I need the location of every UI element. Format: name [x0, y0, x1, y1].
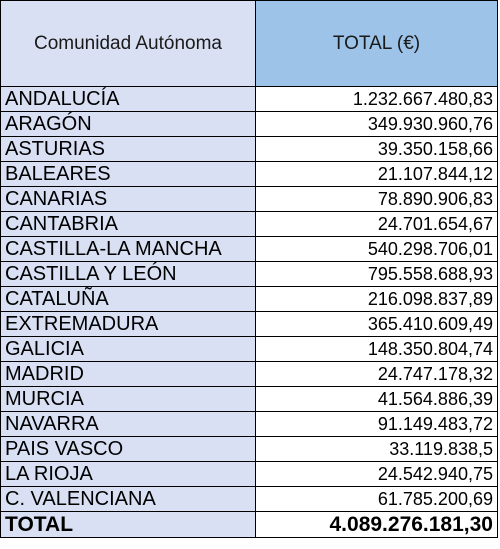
table-row: PAIS VASCO 33.119.838,5	[0, 436, 498, 462]
community-total: 1.232.667.480,83	[255, 86, 498, 112]
community-name: C. VALENCIANA	[0, 486, 256, 512]
community-name: CASTILLA-LA MANCHA	[0, 236, 256, 262]
total-row: TOTAL 4.089.276.181,30	[0, 511, 498, 538]
community-name: CANARIAS	[0, 186, 256, 212]
community-total: 365.410.609,49	[255, 311, 498, 337]
community-total: 148.350.804,74	[255, 336, 498, 362]
table-row: CASTILLA-LA MANCHA 540.298.706,01	[0, 236, 498, 262]
total-value: 4.089.276.181,30	[255, 511, 498, 538]
table-row: MADRID 24.747.178,32	[0, 361, 498, 387]
table-body: ANDALUCÍA 1.232.667.480,83 ARAGÓN 349.930.…	[0, 86, 498, 512]
community-name: CATALUÑA	[0, 286, 256, 312]
table-row: CASTILLA Y LEÓN 795.558.688,93	[0, 261, 498, 287]
table-row: CANTABRIA 24.701.654,67	[0, 211, 498, 237]
table-row: EXTREMADURA 365.410.609,49	[0, 311, 498, 337]
community-total: 24.701.654,67	[255, 211, 498, 237]
community-name: ARAGÓN	[0, 111, 256, 137]
table-row: BALEARES 21.107.844,12	[0, 161, 498, 187]
community-total: 61.785.200,69	[255, 486, 498, 512]
community-name: MURCIA	[0, 386, 256, 412]
community-total: 540.298.706,01	[255, 236, 498, 262]
table-row: CATALUÑA 216.098.837,89	[0, 286, 498, 312]
community-total: 21.107.844,12	[255, 161, 498, 187]
total-label: TOTAL	[0, 511, 256, 538]
community-name: ANDALUCÍA	[0, 86, 256, 112]
community-name: EXTREMADURA	[0, 311, 256, 337]
community-total: 39.350.158,66	[255, 136, 498, 162]
community-name: BALEARES	[0, 161, 256, 187]
table-row: GALICIA 148.350.804,74	[0, 336, 498, 362]
community-name: NAVARRA	[0, 411, 256, 437]
table-row: ANDALUCÍA 1.232.667.480,83	[0, 86, 498, 112]
table-row: CANARIAS 78.890.906,83	[0, 186, 498, 212]
community-total: 41.564.886,39	[255, 386, 498, 412]
table-row: C. VALENCIANA 61.785.200,69	[0, 486, 498, 512]
community-name: GALICIA	[0, 336, 256, 362]
community-name: PAIS VASCO	[0, 436, 256, 462]
community-name: LA RIOJA	[0, 461, 256, 487]
community-total: 33.119.838,5	[255, 436, 498, 462]
table-row: MURCIA 41.564.886,39	[0, 386, 498, 412]
community-name: ASTURIAS	[0, 136, 256, 162]
community-total: 795.558.688,93	[255, 261, 498, 287]
community-name: CANTABRIA	[0, 211, 256, 237]
community-total: 78.890.906,83	[255, 186, 498, 212]
expenditure-table: Comunidad Autónoma TOTAL (€) ANDALUCÍA 1.…	[0, 0, 498, 538]
community-total: 24.542.940,75	[255, 461, 498, 487]
column-header-total: TOTAL (€)	[255, 0, 498, 87]
table-row: LA RIOJA 24.542.940,75	[0, 461, 498, 487]
community-total: 91.149.483,72	[255, 411, 498, 437]
column-header-community: Comunidad Autónoma	[0, 0, 256, 87]
header-row: Comunidad Autónoma TOTAL (€)	[0, 0, 498, 87]
community-total: 216.098.837,89	[255, 286, 498, 312]
table-row: ARAGÓN 349.930.960,76	[0, 111, 498, 137]
table-row: ASTURIAS 39.350.158,66	[0, 136, 498, 162]
community-total: 349.930.960,76	[255, 111, 498, 137]
community-name: CASTILLA Y LEÓN	[0, 261, 256, 287]
community-total: 24.747.178,32	[255, 361, 498, 387]
table-row: NAVARRA 91.149.483,72	[0, 411, 498, 437]
community-name: MADRID	[0, 361, 256, 387]
